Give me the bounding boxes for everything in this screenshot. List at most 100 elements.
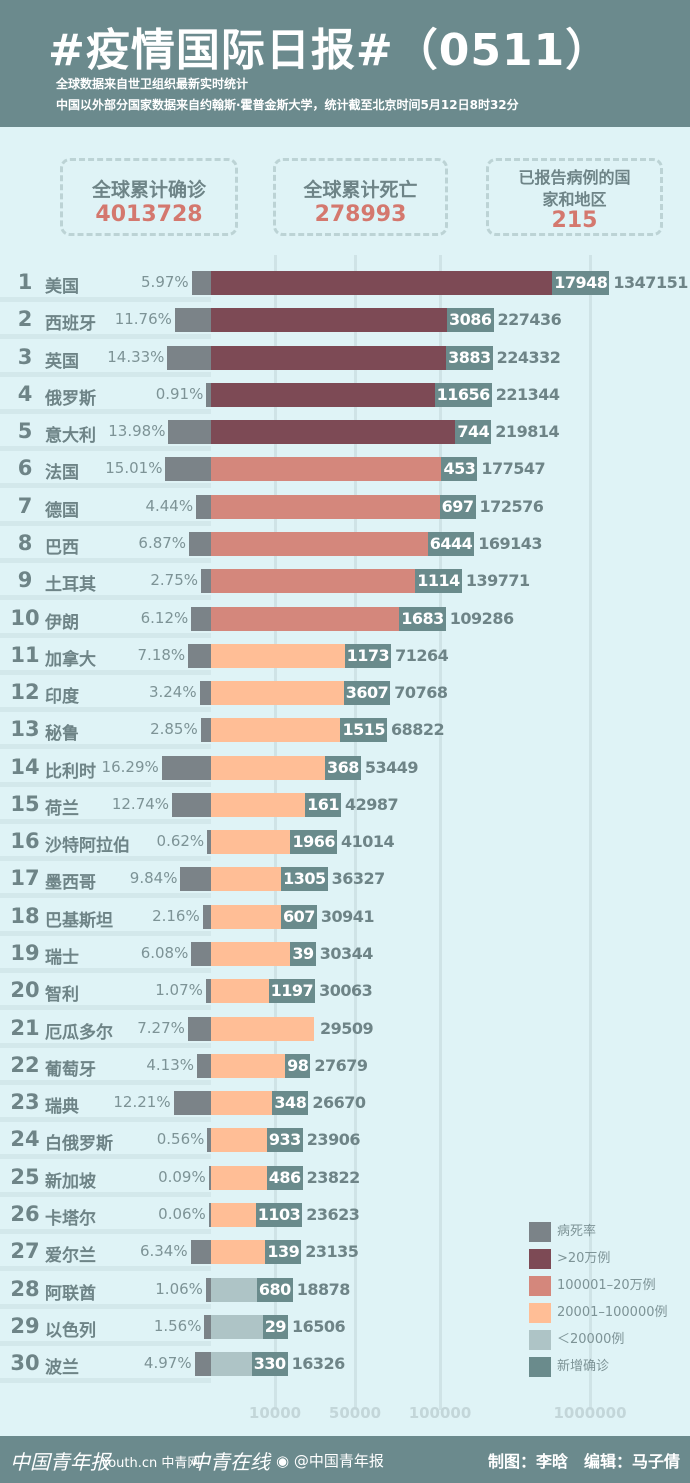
rank-label: 26 bbox=[10, 1202, 40, 1226]
death-rate-label: 0.09% bbox=[158, 1167, 206, 1186]
death-rate-bar bbox=[201, 569, 211, 594]
total-cases-label: 16326 bbox=[291, 1354, 346, 1374]
death-rate-bar bbox=[168, 420, 211, 445]
rank-label: 13 bbox=[10, 717, 40, 742]
death-rate-bar bbox=[196, 494, 211, 519]
legend-swatch bbox=[529, 1357, 551, 1377]
new-cases-label: 680 bbox=[256, 1277, 293, 1302]
new-cases-label: 161 bbox=[305, 792, 341, 817]
death-rate-label: 7.18% bbox=[137, 645, 186, 664]
death-rate-bar bbox=[200, 718, 211, 743]
total-cases-label: 68822 bbox=[390, 720, 445, 740]
row-divider bbox=[0, 818, 211, 824]
row-divider bbox=[0, 1340, 211, 1346]
summary-value: 215 bbox=[551, 208, 598, 233]
new-cases-label: 29 bbox=[262, 1314, 288, 1339]
country-label: 法国 bbox=[45, 463, 79, 484]
gridline bbox=[589, 255, 592, 1410]
row-divider bbox=[0, 297, 211, 302]
death-rate-label: 3.24% bbox=[148, 683, 197, 702]
total-cases-label: 42987 bbox=[344, 794, 399, 814]
total-cases-label: 53449 bbox=[364, 757, 419, 777]
rank-label: 22 bbox=[10, 1052, 40, 1077]
rank-label: 17 bbox=[10, 866, 40, 891]
total-cases-label: 27679 bbox=[314, 1055, 368, 1075]
country-label: 英国 bbox=[45, 351, 79, 372]
total-cases-label: 1347151 bbox=[613, 273, 688, 292]
rank-label: 30 bbox=[10, 1351, 40, 1376]
summary-label: 全球累计确诊 bbox=[91, 179, 206, 201]
death-rate-bar bbox=[205, 979, 211, 1004]
row-divider bbox=[0, 408, 211, 414]
total-cases-label: 30344 bbox=[319, 944, 374, 964]
new-cases-label: 11656 bbox=[434, 382, 492, 407]
rank-label: 21 bbox=[10, 1015, 40, 1040]
country-label: 俄罗斯 bbox=[45, 388, 96, 409]
death-rate-bar bbox=[174, 308, 211, 333]
death-rate-bar bbox=[202, 904, 211, 929]
death-rate-bar bbox=[197, 1053, 211, 1078]
total-cases-label: 16506 bbox=[292, 1316, 346, 1336]
death-rate-label: 2.85% bbox=[150, 720, 198, 739]
death-rate-bar bbox=[180, 867, 211, 892]
row-divider bbox=[0, 930, 211, 936]
new-cases-label: 3086 bbox=[446, 308, 494, 333]
new-cases-label: 348 bbox=[272, 1091, 309, 1116]
logo-cyol: 中青在线 bbox=[190, 1450, 270, 1474]
country-label: 爱尔兰 bbox=[45, 1246, 96, 1267]
death-rate-bar bbox=[187, 1016, 211, 1041]
rank-label: 14 bbox=[10, 754, 40, 779]
total-cases-label: 18878 bbox=[296, 1279, 351, 1299]
row-divider bbox=[0, 557, 211, 563]
cases-bar bbox=[211, 457, 478, 482]
country-label: 瑞士 bbox=[45, 948, 79, 969]
rank-label: 20 bbox=[10, 978, 40, 1003]
death-rate-bar bbox=[205, 1277, 211, 1302]
country-label: 印度 bbox=[45, 687, 79, 708]
rank-label: 11 bbox=[10, 642, 40, 667]
header: #疫情国际日报#（0511） 全球数据来自世卫组织最新实时统计 中国以外部分国家… bbox=[0, 0, 690, 127]
legend-swatch bbox=[529, 1276, 551, 1296]
country-label: 比利时 bbox=[45, 761, 96, 782]
country-label: 西班牙 bbox=[45, 314, 96, 335]
x-tick-label: 50000 bbox=[328, 1404, 382, 1422]
summary-label: 已报告病例的国家和地区 bbox=[518, 168, 631, 209]
legend-swatch bbox=[529, 1222, 551, 1242]
footer: 中国青年报 Youth.cn 中青网 中青在线 ◉ @中国青年报 制图：李晗 编… bbox=[0, 1436, 690, 1483]
row-divider bbox=[0, 632, 211, 638]
country-label: 意大利 bbox=[45, 426, 96, 447]
rank-label: 19 bbox=[10, 941, 40, 966]
legend-label: 病死率 bbox=[557, 1224, 597, 1239]
total-cases-label: 109286 bbox=[449, 608, 514, 628]
row-divider bbox=[0, 334, 211, 340]
summary-countries: 已报告病例的国家和地区 215 bbox=[486, 158, 663, 236]
death-rate-bar bbox=[208, 1203, 211, 1227]
death-rate-label: 0.56% bbox=[156, 1130, 205, 1149]
row-divider bbox=[0, 781, 211, 787]
death-rate-label: 12.74% bbox=[111, 794, 170, 813]
total-cases-label: 26670 bbox=[312, 1093, 366, 1113]
row-divider bbox=[0, 1191, 211, 1197]
total-cases-label: 227436 bbox=[497, 310, 562, 330]
country-label: 伊朗 bbox=[45, 612, 79, 633]
legend-label: 20001–100000例 bbox=[557, 1305, 668, 1320]
cases-bar bbox=[211, 494, 476, 519]
legend-label: >20万例 bbox=[557, 1251, 611, 1266]
new-cases-label: 6444 bbox=[427, 531, 475, 556]
death-rate-label: 9.84% bbox=[129, 869, 178, 888]
death-rate-bar bbox=[204, 1314, 211, 1339]
death-rate-label: 6.08% bbox=[140, 944, 189, 963]
death-rate-label: 6.34% bbox=[139, 1242, 188, 1261]
new-cases-label: 1683 bbox=[399, 606, 446, 631]
country-label: 沙特阿拉伯 bbox=[45, 836, 130, 857]
legend-label: 100001–20万例 bbox=[557, 1278, 656, 1293]
death-rate-bar bbox=[189, 531, 211, 556]
new-cases-label: 1114 bbox=[415, 569, 462, 594]
death-rate-label: 16.29% bbox=[101, 757, 159, 776]
death-rate-label: 0.06% bbox=[158, 1205, 206, 1223]
death-rate-bar bbox=[191, 606, 211, 631]
death-rate-label: 0.62% bbox=[156, 832, 205, 851]
death-rate-bar bbox=[161, 755, 211, 780]
x-tick-label: 10000 bbox=[248, 1404, 302, 1422]
new-cases-label: 139 bbox=[265, 1240, 302, 1265]
